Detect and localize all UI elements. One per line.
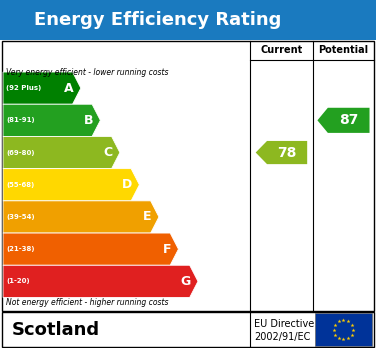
Text: D: D — [122, 178, 132, 191]
Polygon shape — [3, 233, 179, 265]
Text: 2002/91/EC: 2002/91/EC — [254, 332, 311, 342]
Text: (69-80): (69-80) — [6, 150, 35, 156]
Text: Energy Efficiency Rating: Energy Efficiency Rating — [34, 11, 282, 29]
Text: (39-54): (39-54) — [6, 214, 35, 220]
Text: C: C — [103, 146, 112, 159]
Text: B: B — [83, 114, 93, 127]
Polygon shape — [3, 104, 100, 136]
Text: (92 Plus): (92 Plus) — [6, 85, 41, 91]
Bar — [0, 0, 376, 40]
Bar — [2, 41, 374, 311]
Text: F: F — [163, 243, 171, 256]
Text: Very energy efficient - lower running costs: Very energy efficient - lower running co… — [6, 68, 168, 77]
Text: Potential: Potential — [318, 45, 368, 55]
Polygon shape — [3, 265, 198, 298]
Text: (55-68): (55-68) — [6, 182, 34, 188]
Text: Current: Current — [260, 45, 303, 55]
Polygon shape — [3, 136, 120, 169]
Bar — [315, 314, 372, 346]
Polygon shape — [317, 108, 370, 133]
Text: Not energy efficient - higher running costs: Not energy efficient - higher running co… — [6, 299, 168, 308]
Bar — [2, 313, 374, 347]
Polygon shape — [3, 201, 159, 233]
Polygon shape — [256, 141, 307, 164]
Text: EU Directive: EU Directive — [254, 319, 314, 329]
Text: (81-91): (81-91) — [6, 117, 35, 123]
Text: E: E — [143, 211, 152, 223]
Text: (1-20): (1-20) — [6, 278, 30, 284]
Text: 78: 78 — [277, 145, 297, 159]
Polygon shape — [3, 169, 139, 201]
Text: A: A — [64, 82, 74, 95]
Text: 87: 87 — [339, 113, 358, 127]
Text: G: G — [180, 275, 191, 288]
Text: (21-38): (21-38) — [6, 246, 35, 252]
Text: Scotland: Scotland — [12, 321, 100, 339]
Polygon shape — [3, 72, 81, 104]
